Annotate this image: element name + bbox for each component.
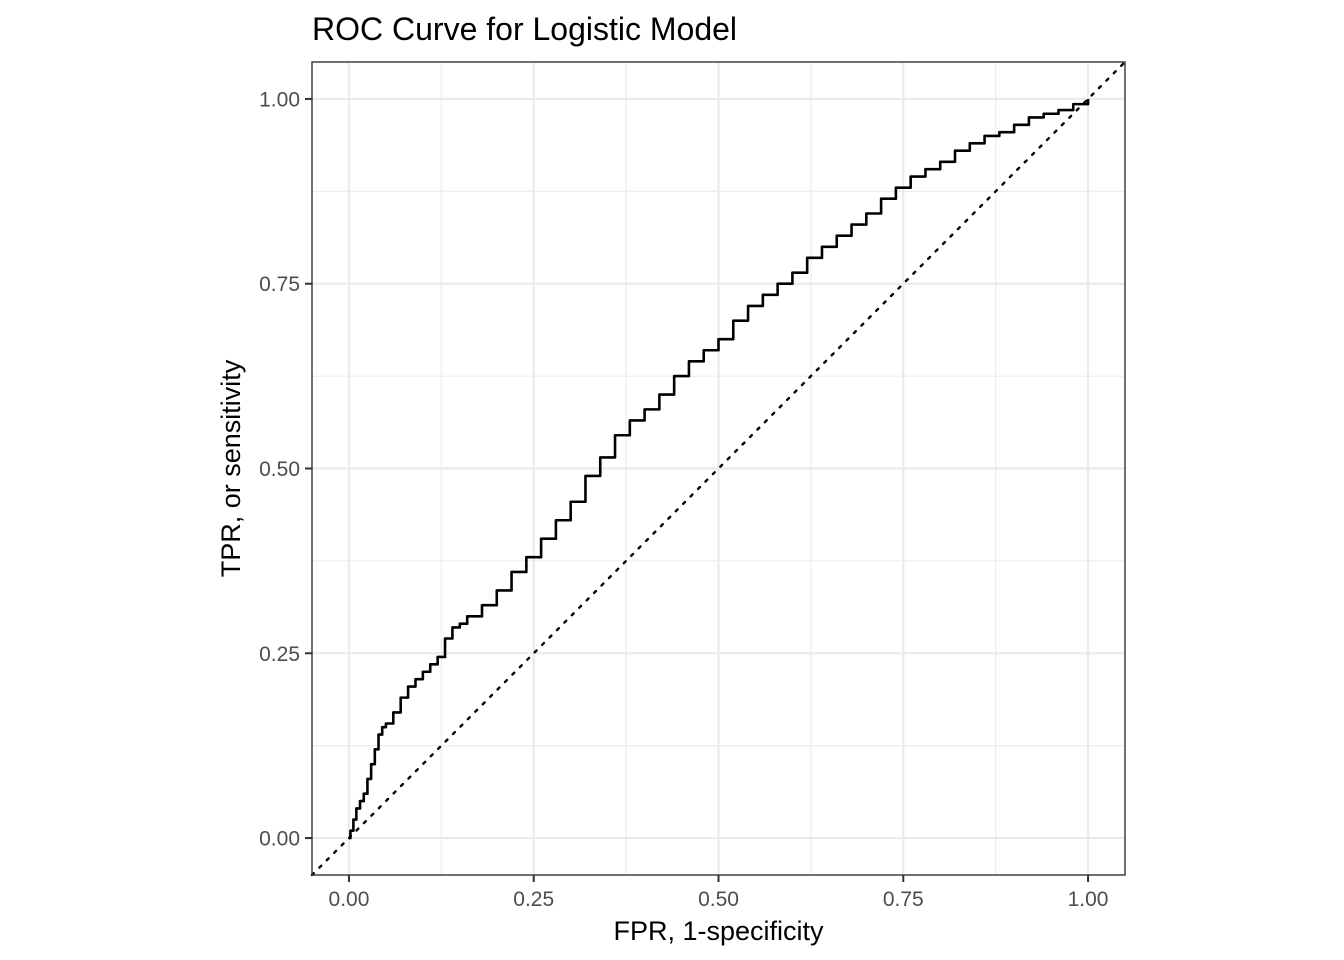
chart-title: ROC Curve for Logistic Model [312, 11, 737, 47]
x-tick-label: 1.00 [1068, 888, 1109, 911]
y-tick-label: 0.50 [259, 458, 300, 481]
x-axis-title: FPR, 1-specificity [613, 916, 824, 946]
x-tick-label: 0.50 [698, 888, 739, 911]
y-tick-label: 0.25 [259, 643, 300, 666]
y-tick-label: 0.00 [259, 828, 300, 851]
grid-lines [312, 62, 1125, 875]
reference-diagonal [310, 60, 1127, 877]
x-tick-label: 0.25 [513, 888, 554, 911]
y-tick-label: 0.75 [259, 273, 300, 296]
y-tick-label: 1.00 [259, 88, 300, 111]
x-tick-label: 0.75 [883, 888, 924, 911]
axis-ticks: 0.00 0.25 0.50 0.75 1.00 0.00 0.25 0.50 0.75 1.00 [259, 88, 1108, 911]
diagonal-reference-line [310, 60, 1127, 877]
roc-series [348, 98, 1090, 840]
roc-curve [348, 98, 1090, 840]
x-tick-label: 0.00 [329, 888, 370, 911]
y-axis-title: TPR, or sensitivity [216, 359, 246, 577]
